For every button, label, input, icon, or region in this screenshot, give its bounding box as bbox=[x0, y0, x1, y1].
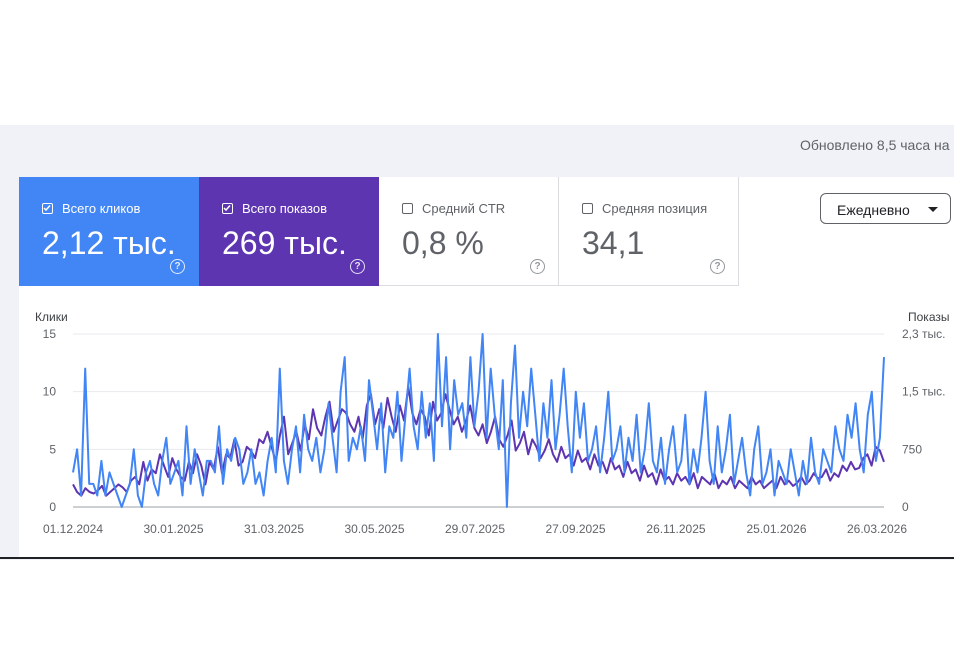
performance-panel: Всего кликов 2,12 тыс. ? Всего показов 2… bbox=[19, 177, 954, 558]
y-tick-label-right: 2,3 тыс. bbox=[902, 327, 945, 341]
metric-value: 2,12 тыс. bbox=[42, 225, 176, 261]
metric-card-clicks[interactable]: Всего кликов 2,12 тыс. ? bbox=[19, 177, 199, 286]
last-updated-text: Обновлено 8,5 часа на bbox=[800, 137, 950, 153]
y-tick-label-left: 15 bbox=[43, 327, 57, 341]
x-tick-label: 30.01.2025 bbox=[143, 522, 203, 536]
right-axis-title: Показы bbox=[908, 310, 949, 324]
help-icon[interactable]: ? bbox=[350, 259, 365, 274]
y-tick-label-left: 0 bbox=[49, 500, 56, 514]
checkbox-icon[interactable] bbox=[402, 203, 413, 214]
help-icon[interactable]: ? bbox=[170, 259, 185, 274]
metric-card-impressions[interactable]: Всего показов 269 тыс. ? bbox=[199, 177, 379, 286]
metric-label: Всего кликов bbox=[62, 201, 141, 216]
x-tick-label: 29.07.2025 bbox=[445, 522, 505, 536]
y-tick-label-right: 1,5 тыс. bbox=[902, 385, 945, 399]
checkbox-icon[interactable] bbox=[222, 203, 233, 214]
checkbox-icon[interactable] bbox=[582, 203, 593, 214]
metric-label: Средняя позиция bbox=[602, 201, 708, 216]
x-tick-label: 27.09.2025 bbox=[545, 522, 605, 536]
x-tick-label: 30.05.2025 bbox=[344, 522, 404, 536]
y-tick-label-right: 0 bbox=[902, 500, 909, 514]
caret-down-icon bbox=[928, 207, 938, 212]
left-axis-title: Клики bbox=[35, 310, 68, 324]
checkbox-icon[interactable] bbox=[42, 203, 53, 214]
metric-value: 0,8 % bbox=[402, 225, 484, 261]
metric-value: 34,1 bbox=[582, 225, 645, 261]
metric-label: Всего показов bbox=[242, 201, 327, 216]
granularity-dropdown[interactable]: Ежедневно bbox=[820, 193, 951, 224]
x-tick-label: 01.12.2024 bbox=[43, 522, 103, 536]
x-tick-label: 26.11.2025 bbox=[646, 522, 705, 536]
granularity-label: Ежедневно bbox=[837, 202, 910, 218]
y-tick-label-left: 10 bbox=[43, 385, 57, 399]
metric-label: Средний CTR bbox=[422, 201, 506, 216]
divider bbox=[0, 557, 954, 559]
metric-card-position[interactable]: Средняя позиция 34,1 ? bbox=[559, 177, 739, 286]
y-tick-label-right: 750 bbox=[902, 442, 922, 456]
series-line-clicks bbox=[72, 333, 885, 508]
performance-chart: 0 0 5 750 10 1,5 тыс. 15 2,3 тыс. Клики Показы 01.… bbox=[35, 310, 949, 536]
x-tick-label: 31.03.2025 bbox=[244, 522, 304, 536]
help-icon[interactable]: ? bbox=[710, 259, 725, 274]
metric-card-ctr[interactable]: Средний CTR 0,8 % ? bbox=[379, 177, 559, 286]
help-icon[interactable]: ? bbox=[530, 259, 545, 274]
metric-value: 269 тыс. bbox=[222, 225, 347, 261]
y-tick-label-left: 5 bbox=[49, 442, 56, 456]
x-tick-label: 26.03.2026 bbox=[847, 522, 907, 536]
x-tick-label: 25.01.2026 bbox=[746, 522, 806, 536]
